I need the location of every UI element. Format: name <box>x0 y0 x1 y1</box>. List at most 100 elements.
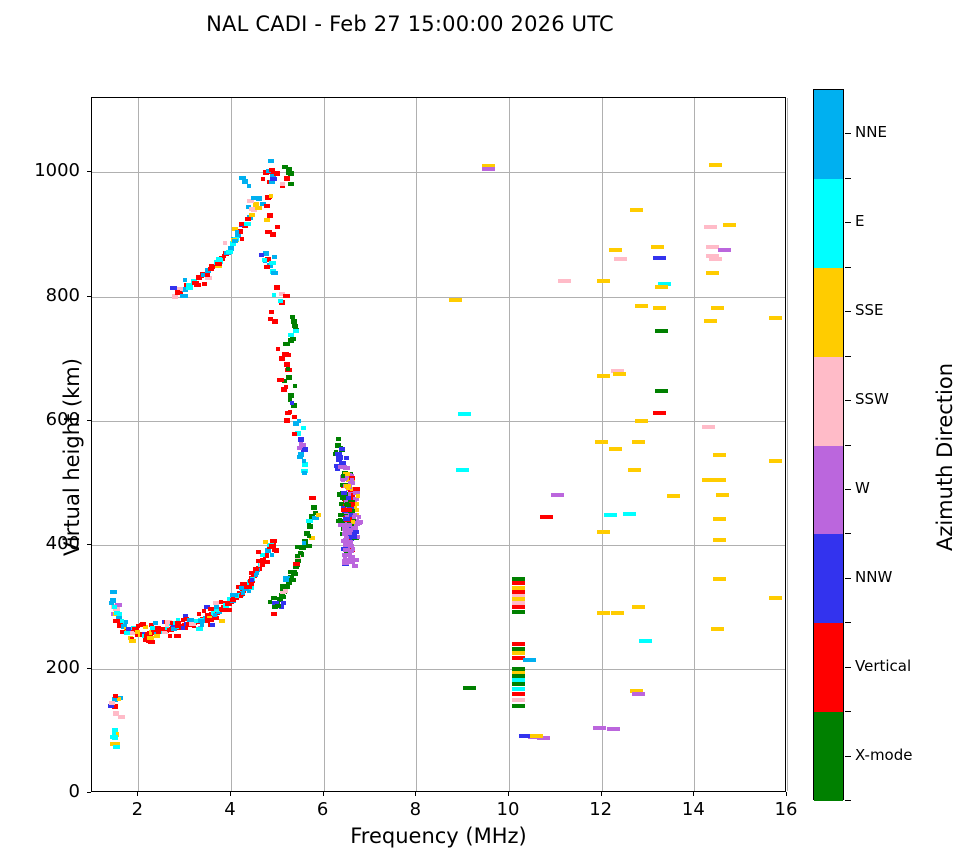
gridline-horizontal <box>92 172 785 174</box>
data-point <box>632 691 646 696</box>
data-point <box>345 476 351 480</box>
data-point <box>279 292 286 297</box>
data-point <box>768 316 782 321</box>
data-point <box>273 549 279 554</box>
data-point <box>301 470 307 475</box>
data-point <box>183 616 189 621</box>
data-point <box>713 516 727 521</box>
colorbar-segment-x-mode[interactable] <box>814 712 843 801</box>
data-point <box>187 618 193 623</box>
data-point <box>269 177 277 182</box>
data-point <box>722 223 736 228</box>
data-point <box>111 730 116 735</box>
data-point <box>271 255 277 260</box>
data-point <box>183 614 189 619</box>
data-point <box>275 225 281 230</box>
data-point <box>704 319 718 324</box>
data-point <box>706 254 720 259</box>
colorbar-segment-sse[interactable] <box>814 267 843 357</box>
data-point <box>340 495 347 500</box>
data-point <box>356 494 361 499</box>
data-point <box>348 480 356 485</box>
data-point <box>537 736 551 741</box>
x-axis-tick-label: 2 <box>131 799 144 820</box>
colorbar-label-sse: SSE <box>855 301 884 320</box>
data-point <box>249 571 256 576</box>
colorbar-segment-nnw[interactable] <box>814 534 843 624</box>
x-axis-tick <box>415 792 417 796</box>
data-point <box>458 412 472 417</box>
data-point <box>284 384 289 389</box>
data-point <box>161 630 168 635</box>
x-axis-tick-label: 12 <box>589 799 613 820</box>
colorbar-label-ssw: SSW <box>855 390 889 409</box>
data-point <box>219 606 224 611</box>
data-point <box>281 379 287 384</box>
x-axis-tick <box>693 792 695 796</box>
data-point <box>283 342 291 346</box>
data-point <box>205 618 211 623</box>
data-point <box>653 256 667 261</box>
data-point <box>164 619 172 624</box>
data-point <box>511 697 525 702</box>
data-point <box>268 599 273 604</box>
data-point <box>639 638 653 643</box>
colorbar-boundary-tick <box>845 533 851 535</box>
data-point <box>288 171 295 177</box>
data-point <box>286 366 291 371</box>
data-point <box>551 493 565 498</box>
data-point <box>249 582 255 587</box>
data-point <box>344 456 350 461</box>
data-point <box>214 605 220 610</box>
colorbar-label-nnw: NNW <box>855 567 893 586</box>
data-point <box>283 293 291 298</box>
data-point <box>265 256 272 262</box>
data-point <box>281 387 288 393</box>
data-point <box>352 522 360 527</box>
colorbar-segment-e[interactable] <box>814 178 843 268</box>
data-point <box>197 618 205 623</box>
data-point <box>279 604 285 609</box>
colorbar-segment-ssw[interactable] <box>814 356 843 446</box>
data-point <box>511 647 525 652</box>
colorbar-label-vertical: Vertical <box>855 656 912 675</box>
data-point <box>338 465 343 470</box>
data-point <box>110 589 118 594</box>
data-point <box>301 447 309 452</box>
data-point <box>253 569 260 575</box>
data-point <box>255 196 262 202</box>
x-axis-tick-label: 6 <box>316 799 329 820</box>
data-point <box>632 604 646 609</box>
data-point <box>511 581 525 586</box>
colorbar[interactable] <box>813 89 844 801</box>
data-point <box>260 552 266 557</box>
data-point <box>530 733 544 738</box>
colorbar-segment-nne[interactable] <box>814 90 843 179</box>
data-point <box>271 271 279 276</box>
data-point <box>265 548 272 554</box>
data-point <box>109 701 116 706</box>
data-point <box>295 557 302 563</box>
colorbar-tick <box>845 400 851 402</box>
data-point <box>213 612 218 617</box>
data-point <box>268 170 275 175</box>
data-point <box>186 285 194 290</box>
data-point <box>208 607 215 612</box>
data-point <box>346 534 351 539</box>
data-point <box>210 623 216 628</box>
data-point <box>131 626 139 631</box>
gridline-vertical <box>787 98 788 791</box>
data-point <box>283 362 290 368</box>
data-point <box>333 449 338 454</box>
data-point <box>706 244 720 249</box>
data-point <box>253 572 258 577</box>
colorbar-segment-w[interactable] <box>814 445 843 535</box>
colorbar-segment-vertical[interactable] <box>814 623 843 713</box>
data-point <box>334 452 342 457</box>
data-point <box>768 459 782 463</box>
data-point <box>634 303 648 308</box>
gridline-vertical <box>416 98 418 791</box>
data-point <box>175 620 181 625</box>
data-point <box>185 283 193 288</box>
x-axis-tick <box>786 792 787 796</box>
